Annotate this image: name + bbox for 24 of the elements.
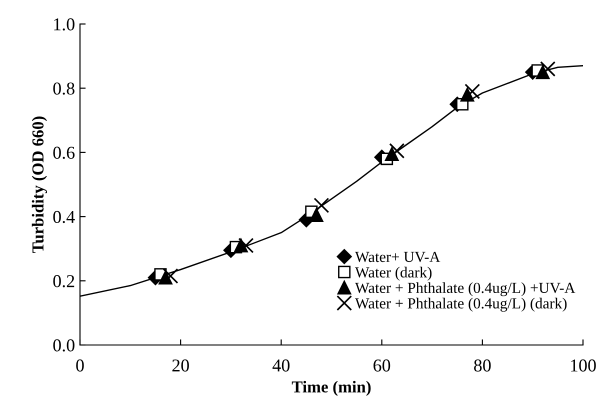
legend-label: Water + Phthalate (0.4ug/L) (dark) bbox=[355, 298, 567, 312]
x-tick-label: 100 bbox=[571, 359, 596, 372]
x-tick-label: 60 bbox=[374, 359, 390, 372]
x-tick-label: 40 bbox=[272, 359, 290, 372]
y-tick-label: 0.8 bbox=[53, 82, 74, 95]
y-tick-label: 0.4 bbox=[53, 210, 75, 224]
x-tick-label: 80 bbox=[474, 359, 491, 372]
point bbox=[540, 61, 556, 77]
y-axis-title: Turbidity (OD 660) bbox=[32, 116, 48, 253]
y-tick-label: 0.2 bbox=[53, 275, 74, 288]
legend-label: Water+ UV-A bbox=[355, 252, 440, 262]
point bbox=[389, 143, 405, 159]
x-axis-title: Time (min) bbox=[292, 380, 371, 396]
y-tick-label: 0.0 bbox=[53, 339, 74, 352]
y-tick-label: 1.0 bbox=[54, 18, 74, 31]
legend-label: Water + Phthalate (0.4ug/L) +UV-A bbox=[355, 282, 576, 296]
y-tick-label: 0.6 bbox=[53, 146, 75, 159]
legend-label: Water (dark) bbox=[355, 266, 432, 281]
point bbox=[238, 238, 254, 254]
point bbox=[464, 84, 480, 100]
x-tick-label: 20 bbox=[172, 359, 189, 372]
point bbox=[314, 198, 330, 214]
x-tick-label: 0 bbox=[76, 359, 84, 372]
point bbox=[162, 268, 178, 284]
